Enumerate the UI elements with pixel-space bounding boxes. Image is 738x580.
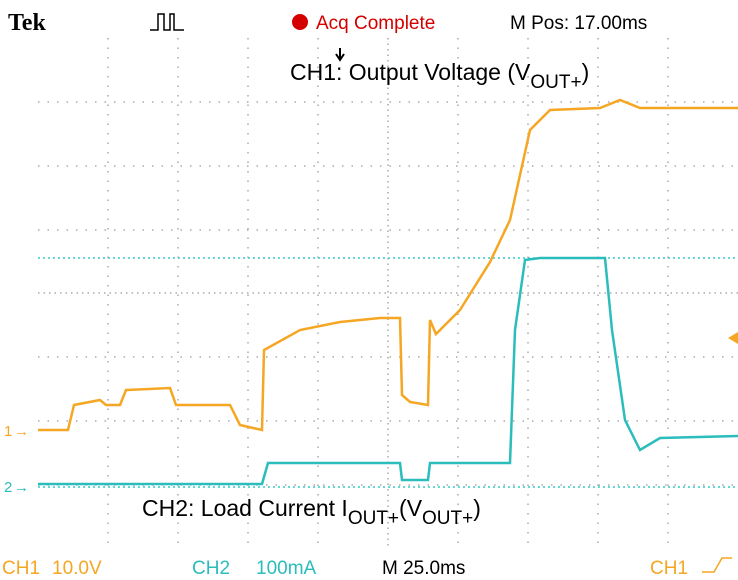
ch1-marker: 1 [4, 423, 12, 440]
annotation-text: ) [582, 59, 590, 85]
annotation-text: CH1: Output Voltage (V [290, 59, 531, 85]
annotation-sub: OUT+ [348, 508, 399, 529]
marker-arrow: → [14, 423, 29, 440]
ch2-marker: 2 [4, 479, 12, 496]
annotation-text: ) [473, 495, 481, 521]
background [0, 0, 738, 580]
annotation-text: (V [399, 495, 423, 521]
brand: Tek [8, 10, 46, 36]
run-indicator [292, 14, 308, 30]
footer-trigger: CH1 [650, 558, 688, 579]
marker-arrow: → [14, 479, 29, 496]
footer-ch1: CH1 [2, 558, 40, 579]
acq-status: Acq Complete [316, 13, 435, 34]
scope-screen: 1 → 2 → Tek Acq Complete M Pos: 17.00ms … [0, 0, 738, 580]
annotation-text: CH2: Load Current I [142, 495, 348, 521]
footer-time: M 25.0ms [382, 558, 465, 579]
footer-ch1-scale: 10.0V [52, 558, 102, 579]
annotation-sub: OUT+ [530, 72, 581, 93]
annotation-sub: OUT+ [422, 508, 473, 529]
position: M Pos: 17.00ms [510, 13, 647, 34]
footer-ch2: CH2 [192, 558, 230, 579]
footer-ch2-scale: 100mA [256, 558, 317, 579]
